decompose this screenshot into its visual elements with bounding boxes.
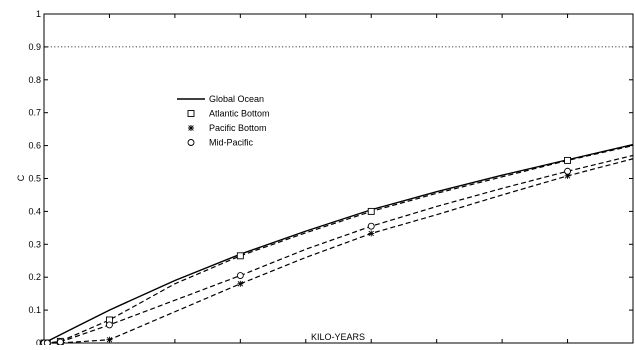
series-line-global-ocean xyxy=(43,143,634,344)
legend-label: Mid-Pacific xyxy=(209,138,254,148)
series-point-mid-pacific xyxy=(367,222,375,230)
asterisk-stroke xyxy=(237,281,244,287)
legend-item-atlantic-bottom: Atlantic Bottom xyxy=(187,109,270,119)
series-line-atlantic-bottom xyxy=(44,145,634,344)
series-point-mid-pacific xyxy=(564,167,572,175)
series-point-mid-pacific xyxy=(56,338,64,346)
series-point-atlantic-bottom xyxy=(236,252,244,260)
legend-marker-swatch xyxy=(187,139,195,146)
legend-marker-swatch xyxy=(188,125,194,131)
series-point-pacific-bottom xyxy=(368,230,375,237)
series-line-mid-pacific xyxy=(44,154,634,344)
y-tick-label: 1 xyxy=(36,9,41,19)
y-tick-label: 0.9 xyxy=(28,42,41,52)
legend-label: Global Ocean xyxy=(209,94,264,104)
series-point-pacific-bottom xyxy=(106,336,113,343)
asterisk-stroke xyxy=(368,230,374,237)
y-axis-title: C xyxy=(16,174,26,181)
series-point-atlantic-bottom xyxy=(564,156,572,164)
legend-item-global-ocean: Global Ocean xyxy=(177,94,264,104)
plot-frame xyxy=(43,13,634,344)
series-point-atlantic-bottom xyxy=(367,207,375,215)
asterisk-stroke xyxy=(188,125,194,131)
series-global-ocean xyxy=(43,143,634,344)
legend-item-mid-pacific: Mid-Pacific xyxy=(187,138,254,148)
y-tick-label: 0.7 xyxy=(28,108,41,118)
y-tick-label: 0.4 xyxy=(28,206,41,216)
legend-label: Atlantic Bottom xyxy=(209,109,270,119)
series-point-mid-pacific xyxy=(43,339,51,347)
y-tick-label: 0.3 xyxy=(28,239,41,249)
series-layer xyxy=(40,143,634,347)
asterisk-stroke xyxy=(106,336,113,343)
legend-item-pacific-bottom: Pacific Bottom xyxy=(188,123,267,133)
x-axis-title: KILO-YEARS xyxy=(311,332,365,342)
y-tick-label: 0.1 xyxy=(28,305,41,315)
series-line-pacific-bottom xyxy=(44,158,634,344)
y-tick-label: 0.2 xyxy=(28,272,41,282)
y-tick-label: 0 xyxy=(36,338,41,345)
series-point-mid-pacific xyxy=(236,272,244,280)
y-tick-label: 0.6 xyxy=(28,141,41,151)
legend-label: Pacific Bottom xyxy=(209,123,267,133)
legend-marker-swatch xyxy=(187,110,195,117)
series-point-pacific-bottom xyxy=(237,280,244,287)
y-tick-label: 0.5 xyxy=(28,174,41,184)
series-point-mid-pacific xyxy=(105,321,113,329)
y-tick-label: 0.8 xyxy=(28,75,41,85)
legend: Global Ocean Atlantic Bottom Pacific Botto… xyxy=(177,94,270,148)
